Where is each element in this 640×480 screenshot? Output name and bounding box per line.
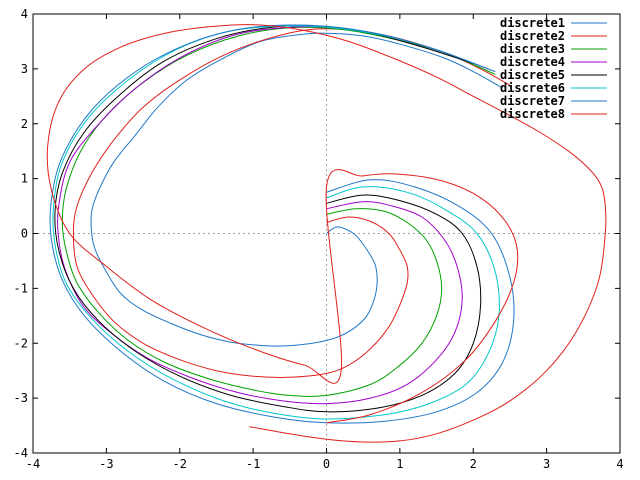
series-line-discrete3 [61,26,496,397]
legend-label-discrete5: discrete5 [500,68,565,82]
legend-label-discrete7: discrete7 [500,94,565,108]
series-line-discrete4 [57,26,489,405]
legend-label-discrete6: discrete6 [500,81,565,95]
series-line-discrete8 [46,24,607,443]
y-tick-label: 0 [21,227,28,241]
x-tick-label: 3 [543,457,550,471]
series-line-discrete1 [90,32,503,347]
series-line-discrete5 [54,25,482,413]
y-tick-label: 2 [21,117,28,131]
legend: discrete1discrete2discrete3discrete4disc… [500,16,607,121]
y-tick-label: -4 [14,446,28,460]
x-tick-label: 1 [396,457,403,471]
x-tick-label: 0 [323,457,330,471]
axes: -4 -3 -2 -1 0 1 2 3 4 -4 -3 -2 -1 0 1 2 3 4 [14,7,624,471]
x-tick-label: -2 [173,457,187,471]
x-tick-label: -1 [246,457,260,471]
legend-label-discrete4: discrete4 [500,55,565,69]
x-tick-label: -3 [99,457,113,471]
x-tick-label: 2 [470,457,477,471]
y-tick-label: 1 [21,172,28,186]
legend-label-discrete2: discrete2 [500,29,565,43]
y-tick-label: 4 [21,7,28,21]
y-tick-label: -1 [14,281,28,295]
legend-label-discrete1: discrete1 [500,16,565,30]
x-tick-label: -4 [26,457,40,471]
y-tick-label: -3 [14,391,28,405]
legend-label-discrete3: discrete3 [500,42,565,56]
y-tick-label: -2 [14,336,28,350]
series-line-discrete6 [52,25,500,420]
series-line-discrete2 [72,28,511,378]
series-lines [46,24,607,443]
y-tick-label: 3 [21,62,28,76]
legend-label-discrete8: discrete8 [500,107,565,121]
x-tick-label: 4 [616,457,623,471]
series-line-discrete7 [49,24,515,424]
